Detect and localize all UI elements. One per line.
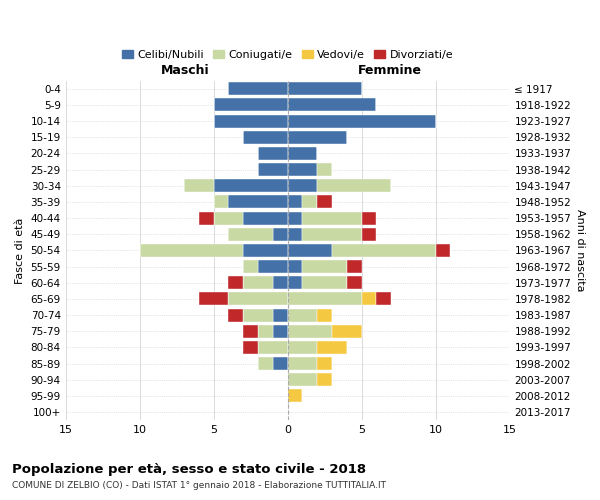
- Y-axis label: Anni di nascita: Anni di nascita: [575, 209, 585, 292]
- Bar: [332, 325, 362, 338]
- Bar: [258, 325, 273, 338]
- Bar: [273, 357, 287, 370]
- Bar: [287, 244, 332, 257]
- Bar: [214, 114, 287, 128]
- Bar: [362, 292, 376, 306]
- Bar: [273, 276, 287, 289]
- Bar: [302, 260, 347, 273]
- Bar: [140, 244, 243, 257]
- Bar: [287, 114, 436, 128]
- Bar: [287, 196, 302, 208]
- Bar: [287, 325, 332, 338]
- Bar: [302, 276, 347, 289]
- Bar: [229, 228, 273, 240]
- Bar: [302, 196, 317, 208]
- Bar: [229, 82, 287, 95]
- Bar: [243, 308, 273, 322]
- Text: Popolazione per età, sesso e stato civile - 2018: Popolazione per età, sesso e stato civil…: [12, 462, 366, 475]
- Bar: [317, 196, 332, 208]
- Bar: [436, 244, 451, 257]
- Bar: [317, 163, 332, 176]
- Bar: [243, 212, 287, 224]
- Bar: [258, 260, 287, 273]
- Bar: [347, 276, 362, 289]
- Bar: [302, 228, 362, 240]
- Bar: [317, 308, 332, 322]
- Bar: [243, 131, 287, 143]
- Bar: [317, 374, 332, 386]
- Bar: [214, 196, 229, 208]
- Bar: [258, 163, 287, 176]
- Y-axis label: Fasce di età: Fasce di età: [15, 217, 25, 284]
- Bar: [184, 180, 214, 192]
- Bar: [258, 341, 287, 354]
- Bar: [287, 390, 302, 402]
- Bar: [287, 163, 317, 176]
- Bar: [258, 147, 287, 160]
- Text: COMUNE DI ZELBIO (CO) - Dati ISTAT 1° gennaio 2018 - Elaborazione TUTTITALIA.IT: COMUNE DI ZELBIO (CO) - Dati ISTAT 1° ge…: [12, 481, 386, 490]
- Bar: [273, 308, 287, 322]
- Bar: [229, 292, 287, 306]
- Bar: [214, 180, 287, 192]
- Bar: [317, 180, 391, 192]
- Text: Maschi: Maschi: [161, 64, 210, 77]
- Legend: Celibi/Nubili, Coniugati/e, Vedovi/e, Divorziati/e: Celibi/Nubili, Coniugati/e, Vedovi/e, Di…: [118, 46, 458, 64]
- Bar: [258, 357, 273, 370]
- Bar: [243, 325, 258, 338]
- Bar: [317, 357, 332, 370]
- Bar: [287, 292, 362, 306]
- Bar: [243, 276, 273, 289]
- Text: Femmine: Femmine: [358, 64, 422, 77]
- Bar: [243, 341, 258, 354]
- Bar: [287, 260, 302, 273]
- Bar: [214, 212, 243, 224]
- Bar: [287, 98, 376, 112]
- Bar: [287, 212, 302, 224]
- Bar: [362, 228, 376, 240]
- Bar: [243, 244, 287, 257]
- Bar: [229, 196, 287, 208]
- Bar: [287, 131, 347, 143]
- Bar: [287, 374, 317, 386]
- Bar: [287, 276, 302, 289]
- Bar: [287, 228, 302, 240]
- Bar: [347, 260, 362, 273]
- Bar: [229, 276, 243, 289]
- Bar: [229, 308, 243, 322]
- Bar: [302, 212, 362, 224]
- Bar: [273, 325, 287, 338]
- Bar: [317, 341, 347, 354]
- Bar: [287, 341, 317, 354]
- Bar: [243, 260, 258, 273]
- Bar: [376, 292, 391, 306]
- Bar: [287, 180, 317, 192]
- Bar: [199, 292, 229, 306]
- Bar: [287, 357, 317, 370]
- Bar: [362, 212, 376, 224]
- Bar: [273, 228, 287, 240]
- Bar: [199, 212, 214, 224]
- Bar: [287, 82, 362, 95]
- Bar: [214, 98, 287, 112]
- Bar: [287, 308, 317, 322]
- Bar: [332, 244, 436, 257]
- Bar: [287, 147, 317, 160]
